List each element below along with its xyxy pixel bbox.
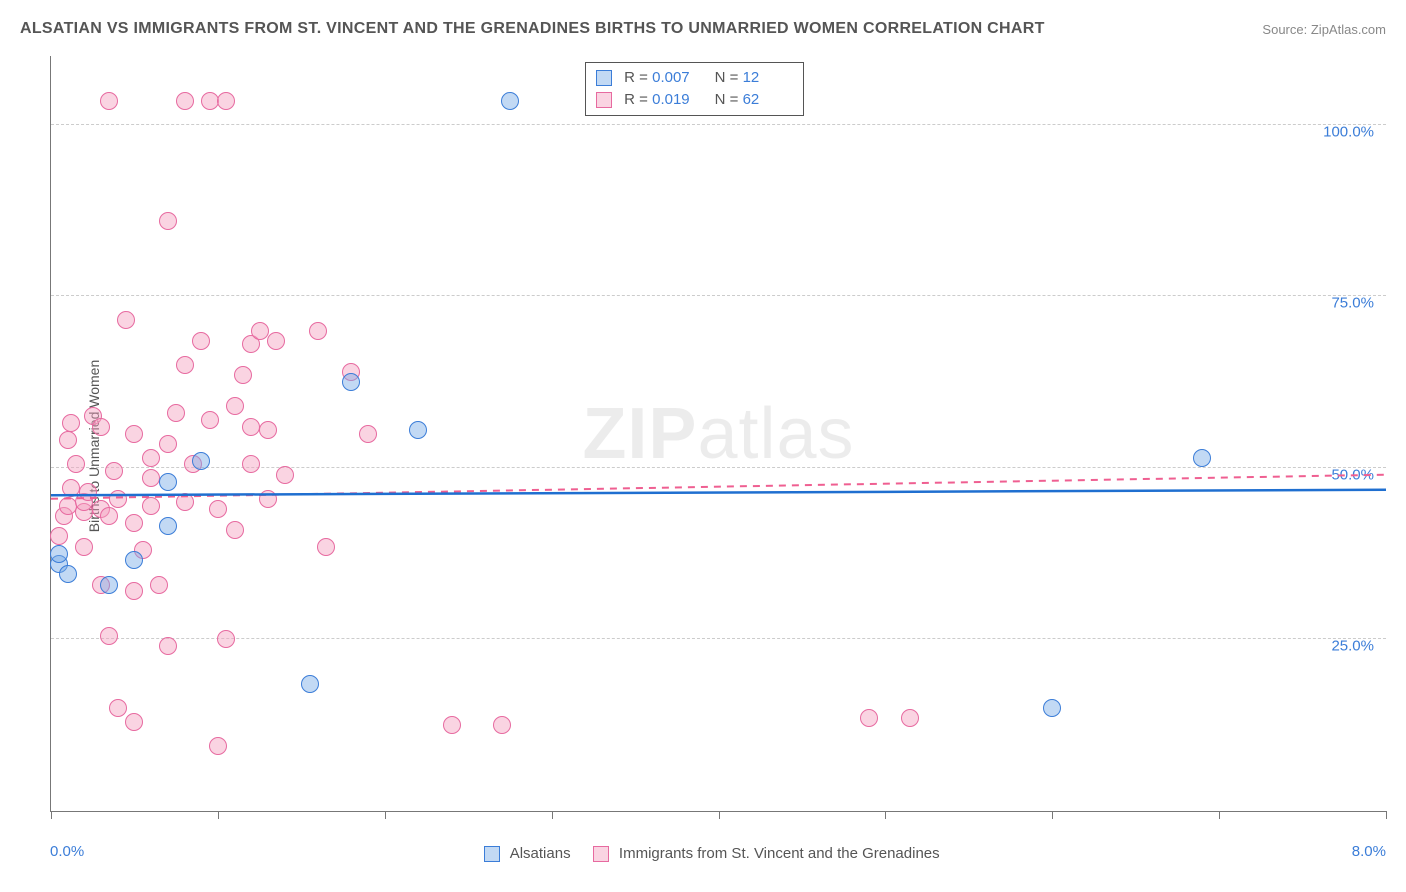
- chart-container: ALSATIAN VS IMMIGRANTS FROM ST. VINCENT …: [0, 0, 1406, 892]
- legend-swatch-immigrants-icon: [593, 846, 609, 862]
- trend-line: [51, 56, 1386, 811]
- x-tick: [552, 811, 553, 819]
- chart-title: ALSATIAN VS IMMIGRANTS FROM ST. VINCENT …: [20, 20, 1045, 38]
- legend-label-alsatians: Alsatians: [510, 845, 571, 862]
- x-tick: [1052, 811, 1053, 819]
- x-tick: [218, 811, 219, 819]
- legend-label-immigrants: Immigrants from St. Vincent and the Gren…: [619, 845, 940, 862]
- legend-swatch-alsatians-icon: [484, 846, 500, 862]
- x-tick: [1219, 811, 1220, 819]
- x-tick: [885, 811, 886, 819]
- x-tick: [1386, 811, 1387, 819]
- x-tick: [51, 811, 52, 819]
- scatter-plot-area: ZIPatlas R = 0.007 N = 12 R = 0.019 N = …: [50, 56, 1386, 812]
- x-tick: [385, 811, 386, 819]
- x-tick: [719, 811, 720, 819]
- source-attribution: Source: ZipAtlas.com: [1262, 22, 1386, 37]
- source-name: ZipAtlas.com: [1311, 22, 1386, 37]
- bottom-legend: Alsatians Immigrants from St. Vincent an…: [0, 845, 1406, 862]
- source-label: Source:: [1262, 22, 1307, 37]
